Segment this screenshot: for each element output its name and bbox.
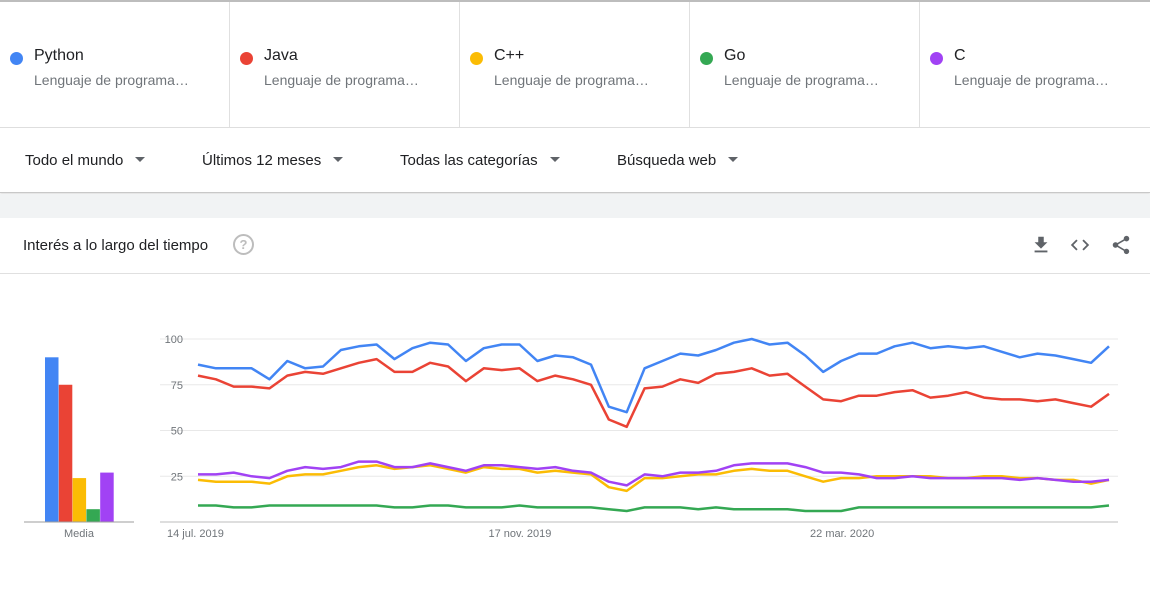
y-tick-label: 50 (171, 426, 183, 438)
chevron-down-icon (549, 156, 560, 162)
term-name: C (954, 47, 966, 64)
average-bar (72, 478, 87, 522)
help-icon[interactable]: ? (233, 234, 254, 255)
region-dropdown[interactable]: Todo el mundo (25, 152, 146, 169)
term-go[interactable]: Go Lenguaje de programa… (690, 2, 920, 128)
term-color-dot (10, 52, 23, 65)
embed-icon[interactable] (1069, 234, 1091, 256)
term-java[interactable]: Java Lenguaje de programa… (230, 2, 460, 128)
comparison-terms: Python Lenguaje de programa… Java Lengua… (0, 0, 1150, 128)
term-subtitle: Lenguaje de programa… (494, 72, 649, 88)
average-bar (100, 472, 114, 522)
term-name: Python (34, 47, 84, 64)
category-dropdown-label: Todas las categorías (400, 152, 538, 169)
term-python[interactable]: Python Lenguaje de programa… (0, 2, 230, 128)
series-line-5 (198, 460, 1110, 487)
category-dropdown[interactable]: Todas las categorías (400, 152, 560, 169)
series-lines (197, 337, 1110, 513)
term-name: Go (724, 47, 746, 64)
x-axis-ticks: 14 jul. 2019 17 nov. 2019 22 mar. 2020 (167, 528, 874, 540)
x-tick-label: 14 jul. 2019 (167, 528, 224, 540)
series-line-2 (197, 357, 1110, 429)
share-icon[interactable] (1110, 234, 1132, 256)
term-c[interactable]: C Lenguaje de programa… (920, 2, 1150, 128)
y-tick-label: 100 (165, 334, 183, 346)
x-tick-label: 17 nov. 2019 (489, 528, 552, 540)
card-header: Interés a lo largo del tiempo ? (0, 218, 1150, 274)
series-line-4 (198, 504, 1110, 513)
x-tick-label: 22 mar. 2020 (810, 528, 874, 540)
filter-bar: Todo el mundo Últimos 12 meses Todas las… (0, 128, 1150, 193)
card-title: Interés a lo largo del tiempo (23, 237, 209, 254)
term-color-dot (470, 52, 483, 65)
term-color-dot (700, 52, 713, 65)
section-divider (0, 194, 1150, 218)
y-axis-ticks: 100 75 50 25 (165, 334, 183, 483)
period-dropdown[interactable]: Últimos 12 meses (202, 152, 344, 169)
y-tick-label: 75 (171, 380, 183, 392)
term-color-dot (240, 52, 253, 65)
chevron-down-icon (728, 156, 739, 162)
term-subtitle: Lenguaje de programa… (264, 72, 419, 88)
chevron-down-icon (333, 156, 344, 162)
term-name: C++ (494, 47, 525, 64)
term-name: Java (264, 47, 298, 64)
term-subtitle: Lenguaje de programa… (34, 72, 189, 88)
average-bar (58, 384, 73, 522)
download-icon[interactable] (1030, 234, 1052, 256)
averages-label: Media (64, 528, 95, 540)
average-bar (45, 357, 59, 522)
region-dropdown-label: Todo el mundo (25, 152, 124, 169)
term-color-dot (930, 52, 943, 65)
y-tick-label: 25 (171, 471, 183, 483)
chevron-down-icon (135, 156, 146, 162)
average-bar (86, 509, 100, 522)
term-subtitle: Lenguaje de programa… (724, 72, 879, 88)
search-type-dropdown[interactable]: Búsqueda web (617, 152, 739, 169)
term-subtitle: Lenguaje de programa… (954, 72, 1109, 88)
averages-bar-chart (24, 357, 134, 523)
search-type-dropdown-label: Búsqueda web (617, 152, 717, 169)
series-line-1 (197, 337, 1110, 414)
period-dropdown-label: Últimos 12 meses (202, 152, 322, 169)
interest-over-time-chart: Media 100 75 50 25 14 jul. 2019 17 nov. 2019… (24, 334, 1118, 540)
term-cpp[interactable]: C++ Lenguaje de programa… (460, 2, 690, 128)
